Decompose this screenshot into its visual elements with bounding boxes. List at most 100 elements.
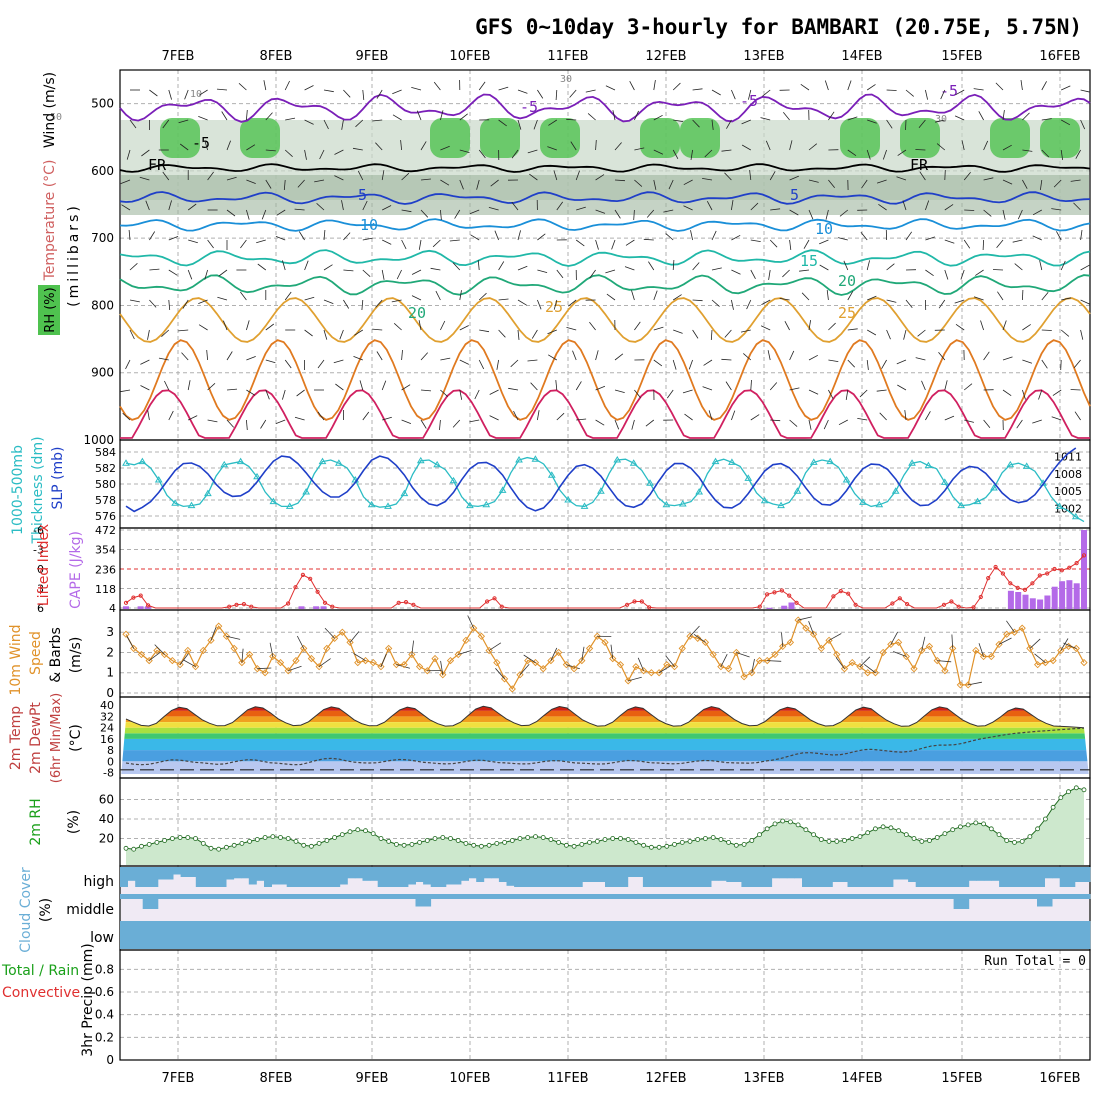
wind-barb <box>631 419 635 430</box>
date-label-bottom: 15FEB <box>941 1071 982 1086</box>
wind-barb <box>362 411 370 421</box>
wind-barb <box>570 141 577 151</box>
cloud-bar-high <box>461 867 469 881</box>
wind-barb <box>217 296 228 301</box>
wind-barb <box>992 269 1004 271</box>
wind-barb <box>168 89 172 100</box>
cloud-bar-low <box>953 921 962 949</box>
wind-barb <box>879 412 887 421</box>
rh-point <box>649 844 654 850</box>
cloud-bar-low <box>567 921 576 949</box>
cloud-bar-high <box>597 867 606 882</box>
rh-point <box>347 829 353 835</box>
cloud-bar-low <box>862 921 871 949</box>
cloud-bar-low <box>847 921 856 949</box>
rh-point <box>679 840 685 845</box>
thickness-point <box>433 460 442 468</box>
wind-barb <box>646 209 655 218</box>
cloud-bar-high <box>589 867 598 882</box>
wind-barb <box>537 89 544 99</box>
rh-point <box>1081 787 1087 793</box>
rh-point <box>448 836 453 841</box>
wind-barb <box>556 201 564 211</box>
cloud-bar-high <box>491 867 500 879</box>
cloud-bar-high <box>976 867 985 881</box>
cloud-bar-low <box>392 921 401 949</box>
wind-speed-point <box>578 656 586 665</box>
cloud-bar-middle <box>498 894 507 899</box>
wind-barb <box>673 119 684 122</box>
wind-barb <box>886 263 895 271</box>
wind-barb <box>275 236 286 241</box>
cloud-bar-low <box>635 921 644 949</box>
wind-speed-point <box>802 624 810 632</box>
lifted-index-point <box>315 589 320 594</box>
contour-label: 30 <box>935 114 947 125</box>
wind-barb <box>653 179 657 190</box>
lifted-index-point <box>241 602 246 607</box>
cloud-bar-low <box>150 921 159 949</box>
thickness-point <box>564 496 573 503</box>
cloud-bar-middle <box>718 894 727 899</box>
wind-barb <box>731 89 736 100</box>
wind-barb-10m <box>148 651 161 661</box>
wind-barb <box>886 89 897 91</box>
wind-barb <box>857 418 868 421</box>
lifted-index-point <box>146 603 151 608</box>
rh-point <box>223 844 229 850</box>
lifted-index-point <box>492 596 497 601</box>
rh-moist-patch <box>430 118 470 158</box>
cloud-bar-high <box>718 867 727 881</box>
wind-barb <box>859 389 868 398</box>
rh-point <box>741 842 747 847</box>
wind-barb-10m <box>353 653 366 661</box>
rh-point <box>834 839 840 844</box>
cloud-bar-middle <box>733 894 742 899</box>
lifted-index-point <box>949 599 954 604</box>
wind-barb <box>401 384 411 391</box>
wind-barb <box>129 299 140 303</box>
wind-barb <box>740 329 751 333</box>
wind-barb <box>743 353 752 361</box>
wind-barb-10m <box>581 646 585 661</box>
wind-barb <box>246 109 248 121</box>
wind-barb <box>576 206 586 211</box>
wind-speed-point <box>724 665 733 673</box>
wind-barb <box>341 200 344 211</box>
wind-speed-point <box>1057 646 1065 655</box>
cloud-bar-low <box>135 921 144 949</box>
cloud-bar-low <box>256 921 265 949</box>
cloud-bar-middle <box>680 894 689 899</box>
cloud-bar-high <box>953 867 962 887</box>
wind-speed-point <box>1018 624 1026 632</box>
contour-label: 5 <box>790 186 799 204</box>
wind-barb <box>284 291 292 301</box>
wind-speed-point <box>887 640 895 649</box>
rh-point <box>471 842 477 848</box>
wind-barb-10m <box>179 653 189 665</box>
cloud-bar-high <box>135 867 144 887</box>
cloud-bar-high <box>733 867 742 882</box>
wind-barb <box>897 149 907 156</box>
wind-barb <box>207 239 214 249</box>
wind-barb <box>653 114 663 121</box>
wind-barb <box>478 292 487 301</box>
cloud-bar-middle <box>877 894 886 899</box>
wind-barb <box>673 329 683 334</box>
cloud-bar-high <box>915 867 924 887</box>
thickness-point <box>154 476 163 483</box>
wind-barb <box>240 291 247 301</box>
rh-point <box>849 836 855 841</box>
cloud-bar-high <box>544 867 553 887</box>
axis-label-2m-temp: 2m Temp <box>8 706 24 770</box>
wind-barb <box>343 269 354 272</box>
cloud-bar-high <box>832 867 841 882</box>
thickness-point <box>809 458 818 465</box>
cloud-bar-high <box>476 867 485 882</box>
cloud-bar-low <box>226 921 235 949</box>
thickness-point <box>498 486 507 493</box>
wind-barb <box>181 352 189 361</box>
cape-bar <box>137 606 144 609</box>
cloud-bar-high <box>930 867 939 887</box>
contour-label: 20 <box>838 272 856 290</box>
